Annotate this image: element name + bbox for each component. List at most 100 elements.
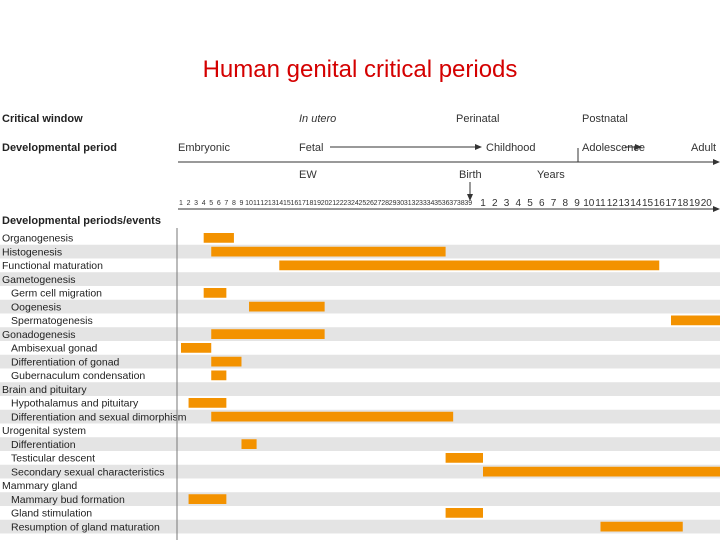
period-bar <box>483 466 720 477</box>
row-stripe <box>0 437 720 451</box>
event-label: Mammary bud formation <box>11 494 125 506</box>
event-row: Differentiation of gonad <box>0 354 720 369</box>
event-row: Differentiation <box>0 437 720 451</box>
event-row: Brain and pituitary <box>0 382 720 396</box>
event-label: Gland stimulation <box>11 508 92 520</box>
event-label: Gametogenesis <box>2 274 76 286</box>
tick-label-ew: 24 <box>351 200 359 207</box>
tick-label-ew: 6 <box>217 200 221 207</box>
tick-label-ew: 33 <box>419 200 427 207</box>
tick-label-year: 8 <box>562 198 568 209</box>
tick-label-ew: 23 <box>343 200 351 207</box>
period-timeline-arrow <box>713 159 720 165</box>
tick-label-ew: 5 <box>209 200 213 207</box>
tick-label-year: 10 <box>583 198 595 209</box>
period-bar <box>211 329 325 339</box>
event-row: Oogenesis <box>0 299 720 314</box>
critical-window-label: Critical window <box>2 113 83 125</box>
tick-label-ew: 26 <box>366 200 374 207</box>
tick-label-year: 6 <box>539 198 545 209</box>
event-label: Resumption of gland maturation <box>11 521 160 533</box>
birth-label: Birth <box>459 169 482 181</box>
event-label: Brain and pituitary <box>2 384 87 396</box>
tick-label-ew: 11 <box>253 200 260 207</box>
row-stripe <box>0 327 720 341</box>
tick-label-ew: 39 <box>464 200 472 207</box>
tick-label-ew: 16 <box>291 200 299 207</box>
event-label: Organogenesis <box>2 233 73 245</box>
tick-label-ew: 27 <box>374 200 382 207</box>
tick-label-ew: 20 <box>321 200 329 207</box>
tick-label-ew: 22 <box>336 200 344 207</box>
tick-label-ew: 38 <box>457 200 465 207</box>
perinatal-label: Perinatal <box>456 113 499 125</box>
event-label: Hypothalamus and pituitary <box>11 398 139 410</box>
tick-label-ew: 21 <box>328 200 336 207</box>
event-label: Differentiation of gonad <box>11 356 120 368</box>
tick-label-year: 2 <box>492 198 498 209</box>
event-row: Resumption of gland maturation <box>0 519 720 534</box>
event-label: Urogenital system <box>2 425 86 437</box>
tick-label-year: 15 <box>642 198 654 209</box>
tick-label-ew: 25 <box>359 200 367 207</box>
row-stripe <box>0 299 720 314</box>
event-label: Functional maturation <box>2 260 103 272</box>
tick-label-ew: 31 <box>404 200 412 207</box>
tick-label-ew: 4 <box>202 200 206 207</box>
tick-label-ew: 34 <box>427 200 435 207</box>
row-stripe <box>0 519 720 534</box>
tick-label-year: 12 <box>607 198 619 209</box>
tick-label-ew: 29 <box>389 200 397 207</box>
adolescence-arrow-head <box>635 144 642 150</box>
tick-label-year: 4 <box>515 198 521 209</box>
tick-label-ew: 8 <box>232 200 236 207</box>
tick-label-year: 13 <box>618 198 630 209</box>
event-label: Differentiation <box>11 439 76 451</box>
event-label: Testicular descent <box>11 453 95 465</box>
event-row: Functional maturation <box>2 260 660 272</box>
slide-title: Human genital critical periods <box>202 56 518 83</box>
tick-label-year: 20 <box>701 198 713 209</box>
event-label: Gonadogenesis <box>2 329 76 341</box>
postnatal-label: Postnatal <box>582 113 628 125</box>
tick-label-ew: 12 <box>260 200 268 207</box>
event-row: Germ cell migration <box>11 288 227 300</box>
period-bar <box>211 246 446 257</box>
tick-label-ew: 28 <box>381 200 389 207</box>
row-stripe <box>0 382 720 396</box>
period-bar <box>241 439 257 449</box>
event-row: Spermatogenesis <box>11 315 720 327</box>
tick-label-year: 18 <box>677 198 689 209</box>
event-label: Oogenesis <box>11 301 61 313</box>
period-bar <box>211 411 454 422</box>
tick-label-ew: 32 <box>411 200 419 207</box>
event-row: Gametogenesis <box>0 272 720 286</box>
fetal-label: Fetal <box>299 142 323 154</box>
adolescence-label: Adolescence <box>582 142 645 154</box>
tick-label-ew: 14 <box>275 200 283 207</box>
events-header: Developmental periods/events <box>2 215 161 227</box>
tick-label-ew: 9 <box>240 200 244 207</box>
period-bar <box>279 260 660 271</box>
tick-label-year: 16 <box>654 198 666 209</box>
tick-label-ew: 7 <box>224 200 228 207</box>
developmental-period-label: Developmental period <box>2 142 117 154</box>
birth-marker-arrow <box>467 194 473 201</box>
event-row: Mammary gland <box>2 480 77 492</box>
event-row: Differentiation and sexual dimorphism <box>0 409 720 424</box>
period-bar <box>188 494 227 504</box>
event-row: Testicular descent <box>11 453 483 465</box>
event-row: Mammary bud formation <box>0 492 720 506</box>
tick-label-year: 7 <box>551 198 557 209</box>
tick-label-year: 14 <box>630 198 642 209</box>
tick-label-ew: 19 <box>313 200 321 207</box>
event-label: Spermatogenesis <box>11 315 93 327</box>
event-label: Histogenesis <box>2 246 62 258</box>
time-axis-arrow <box>713 206 720 212</box>
critical-periods-chart: Critical window In utero Perinatal Postn… <box>0 113 720 540</box>
tick-label-ew: 36 <box>442 200 450 207</box>
period-bar <box>671 315 720 326</box>
tick-label-ew: 13 <box>268 200 276 207</box>
years-label: Years <box>537 169 565 181</box>
